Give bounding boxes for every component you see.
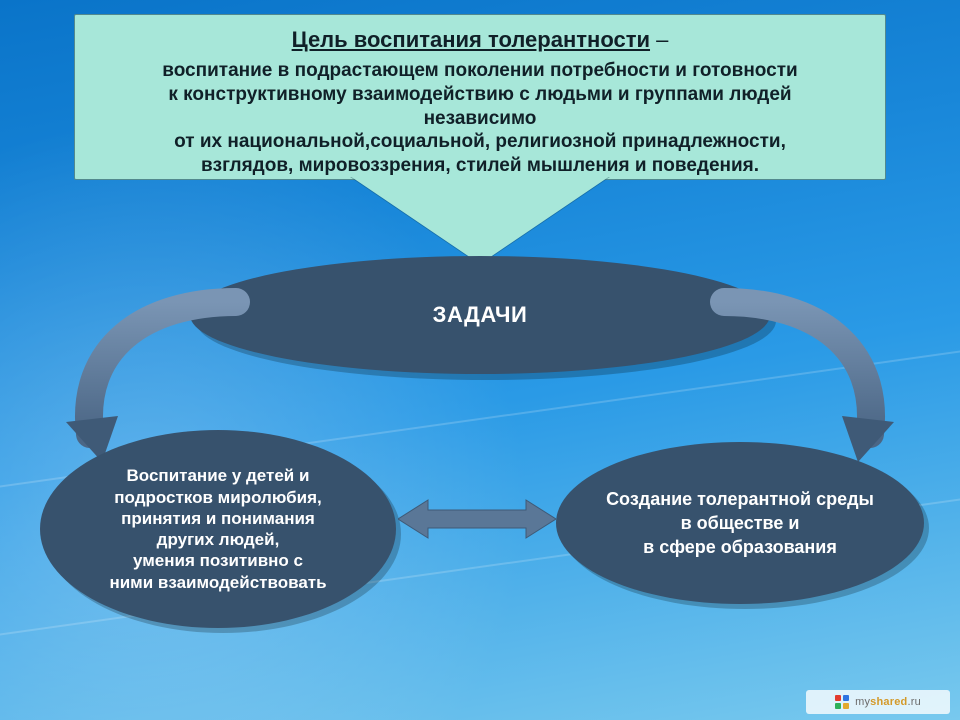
goal-line: взглядов, мировоззрения, стилей мышления…	[201, 155, 759, 176]
task-left-line: ними взаимодействовать	[109, 573, 326, 592]
watermark-logo-icon	[835, 695, 849, 709]
task-left-line: других людей,	[157, 530, 280, 549]
goal-line: воспитание в подрастающем поколении потр…	[162, 60, 797, 81]
watermark-part1: my	[855, 696, 870, 708]
watermark: myshared.ru	[806, 690, 950, 714]
task-right-line: Создание толерантной среды	[606, 489, 874, 509]
task-left-line: принятия и понимания	[121, 509, 315, 528]
watermark-part2: shared	[870, 696, 907, 708]
tasks-label: ЗАДАЧИ	[433, 302, 528, 328]
tasks-node: ЗАДАЧИ	[190, 256, 770, 374]
watermark-suffix: .ru	[907, 696, 920, 708]
goal-box: Цель воспитания толерантности – воспитан…	[74, 14, 886, 180]
task-right-node: Создание толерантной среды в обществе и …	[556, 442, 924, 604]
task-left-line: умения позитивно с	[133, 551, 303, 570]
task-left-line: подростков миролюбия,	[114, 488, 321, 507]
arrow-left-right-double	[398, 498, 556, 540]
task-left-node: Воспитание у детей и подростков миролюби…	[40, 430, 396, 628]
goal-body: воспитание в подрастающем поколении потр…	[115, 59, 845, 178]
diagram-stage: Цель воспитания толерантности – воспитан…	[0, 0, 960, 720]
task-right-line: в сфере образования	[643, 537, 837, 557]
task-left-line: Воспитание у детей и	[127, 466, 310, 485]
goal-title-line: Цель воспитания толерантности –	[115, 27, 845, 53]
task-right-line: в обществе и	[681, 513, 800, 533]
goal-title: Цель воспитания толерантности	[292, 27, 650, 52]
goal-line: к конструктивному взаимодействию с людьм…	[168, 84, 791, 129]
arrow-goal-to-tasks	[350, 176, 610, 264]
goal-dash: –	[650, 27, 668, 52]
goal-line: от их национальной,социальной, религиозн…	[174, 131, 786, 152]
